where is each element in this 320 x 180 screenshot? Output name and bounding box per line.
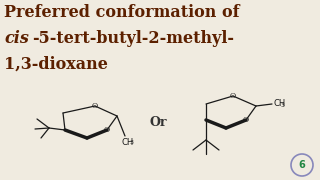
Text: O: O [104, 126, 110, 134]
Text: CH: CH [273, 98, 285, 107]
Text: CH: CH [122, 138, 134, 147]
Text: 1,3-dioxane: 1,3-dioxane [4, 56, 108, 73]
Text: 3: 3 [130, 140, 134, 145]
Text: -5-tert-butyl-2-methyl-: -5-tert-butyl-2-methyl- [32, 30, 234, 47]
Text: cis: cis [4, 30, 29, 47]
Text: Or: Or [149, 116, 167, 129]
Text: Preferred conformation of: Preferred conformation of [4, 4, 239, 21]
Text: 6: 6 [299, 160, 305, 170]
Text: O: O [230, 92, 236, 100]
Text: 3: 3 [281, 102, 285, 107]
Text: O: O [243, 116, 249, 124]
Text: O: O [92, 102, 98, 110]
